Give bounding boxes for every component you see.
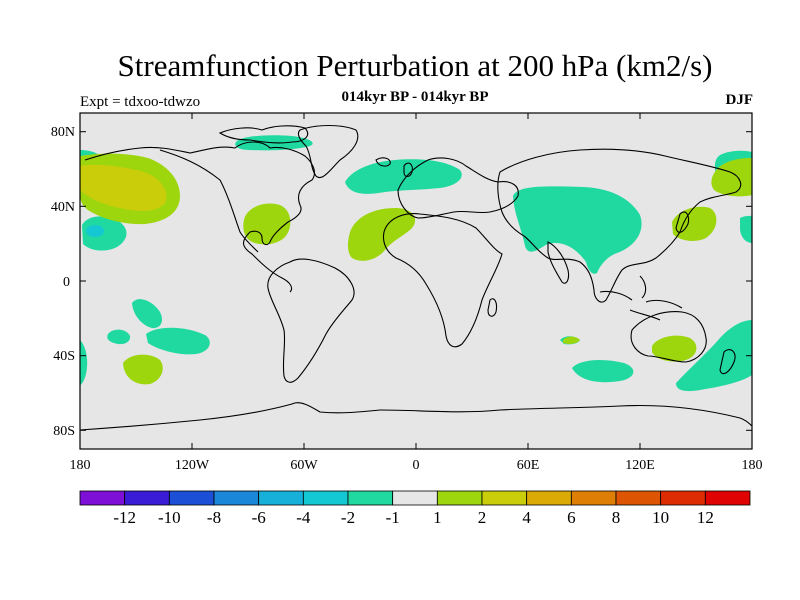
colorbar-label: -12 (113, 508, 136, 527)
anomaly-southeast-pacific-negative (80, 340, 88, 385)
colorbar-swatch (481, 490, 528, 506)
colorbar-label: -8 (207, 508, 221, 527)
anomaly-south-pacific-positive (123, 354, 163, 385)
coast-madagascar (487, 298, 498, 317)
colorbar-label: -6 (252, 508, 266, 527)
coast-north-america (84, 141, 315, 293)
map-ticks (79, 113, 753, 449)
colorbar-swatch (660, 490, 706, 506)
colorbar-swatch (704, 490, 751, 506)
lat-label-80s: 80S (53, 424, 75, 439)
anomaly-subtropical-atlantic-positive (347, 208, 416, 261)
colorbar-swatch (124, 490, 170, 506)
lon-label-0: 0 (413, 458, 420, 473)
anomaly-east-pacific-negative-2 (132, 299, 163, 329)
colorbar-label: 6 (567, 508, 576, 527)
coast-africa (382, 213, 503, 348)
colorbar-swatch (392, 490, 438, 506)
anomaly-south-australia-positive (652, 335, 697, 362)
anomaly-indian-ocean-negative (572, 360, 634, 383)
colorbar-swatch (570, 490, 617, 506)
colorbar-label: -2 (341, 508, 355, 527)
lon-label-120w: 120W (175, 458, 210, 473)
coast-south-america (267, 258, 355, 383)
coast-iceland (375, 157, 391, 167)
lat-label-0: 0 (63, 275, 70, 290)
colorbar-label: 8 (612, 508, 621, 527)
colorbar-swatch (213, 490, 260, 506)
colorbar-swatch (258, 490, 304, 506)
anomaly-east-pacific-negative-1 (82, 216, 127, 251)
colorbar-label: -10 (158, 508, 181, 527)
anomaly-layer (80, 124, 752, 431)
colorbar-label: -4 (296, 508, 311, 527)
anomaly-indian-ocean-positive (563, 336, 580, 344)
colorbar-label: -1 (386, 508, 400, 527)
anomaly-east-pacific-negative-3 (146, 327, 210, 355)
coastlines (80, 124, 752, 431)
anomaly-west-pacific-positive (672, 206, 717, 241)
colorbar-swatch (168, 490, 215, 506)
lon-label-60w: 60W (290, 458, 318, 473)
chart-title: Streamfunction Perturbation at 200 hPa (… (117, 48, 713, 83)
coast-india (547, 241, 570, 284)
experiment-label: Expt = tdxoo-tdwzo (80, 94, 201, 110)
anomaly-east-pacific-core (86, 225, 104, 237)
anomaly-north-pacific-positive (80, 164, 167, 211)
coast-greenland (297, 124, 359, 178)
lon-label-180e: 180 (742, 458, 763, 473)
lat-labels: 80N 40N 0 40S 80S (51, 125, 75, 439)
lat-label-40s: 40S (53, 349, 75, 364)
colorbar-swatch (436, 490, 483, 506)
coast-new-zealand (719, 349, 736, 375)
anomaly-eurasia-negative (513, 186, 642, 274)
colorbar-swatch (302, 490, 349, 506)
coast-indonesia (599, 275, 683, 321)
colorbar-label: 12 (697, 508, 714, 527)
lat-label-40n: 40N (51, 200, 75, 215)
colorbar: -12 -10 -8 -6 -4 -2 -1 1 2 4 6 8 10 12 (79, 490, 751, 527)
lon-label-120e: 120E (625, 458, 655, 473)
anomaly-north-pacific-positive-far-east (711, 158, 752, 197)
coast-antarctica (80, 402, 752, 431)
coast-arctic-islands (218, 125, 309, 144)
colorbar-swatch (526, 490, 572, 506)
coast-uk (403, 162, 413, 178)
coast-europe (397, 157, 519, 219)
chart-subtitle: 014kyr BP - 014kyr BP (341, 89, 489, 105)
colorbar-label: 1 (433, 508, 442, 527)
colorbar-swatch (615, 490, 662, 506)
colorbar-label: 10 (652, 508, 669, 527)
anomaly-gulf-positive (243, 203, 291, 245)
anomaly-north-atlantic-negative (345, 159, 462, 194)
anomaly-southern-ocean-negative (676, 320, 752, 392)
lat-label-80n: 80N (51, 125, 75, 140)
lon-label-60e: 60E (517, 458, 540, 473)
coast-asia (497, 148, 742, 303)
colorbar-label: 4 (522, 508, 531, 527)
coast-australia (630, 311, 707, 363)
lon-label-180w: 180 (70, 458, 91, 473)
season-label: DJF (725, 92, 754, 108)
colorbar-label: 2 (478, 508, 487, 527)
coast-japan (675, 211, 690, 233)
lon-labels: 180 120W 60W 0 60E 120E 180 (70, 458, 763, 473)
anomaly-east-pacific-negative-4 (107, 329, 131, 345)
colorbar-swatch (79, 490, 126, 506)
anomaly-east-pacific-negative-east (740, 215, 752, 243)
colorbar-swatch (347, 490, 394, 506)
